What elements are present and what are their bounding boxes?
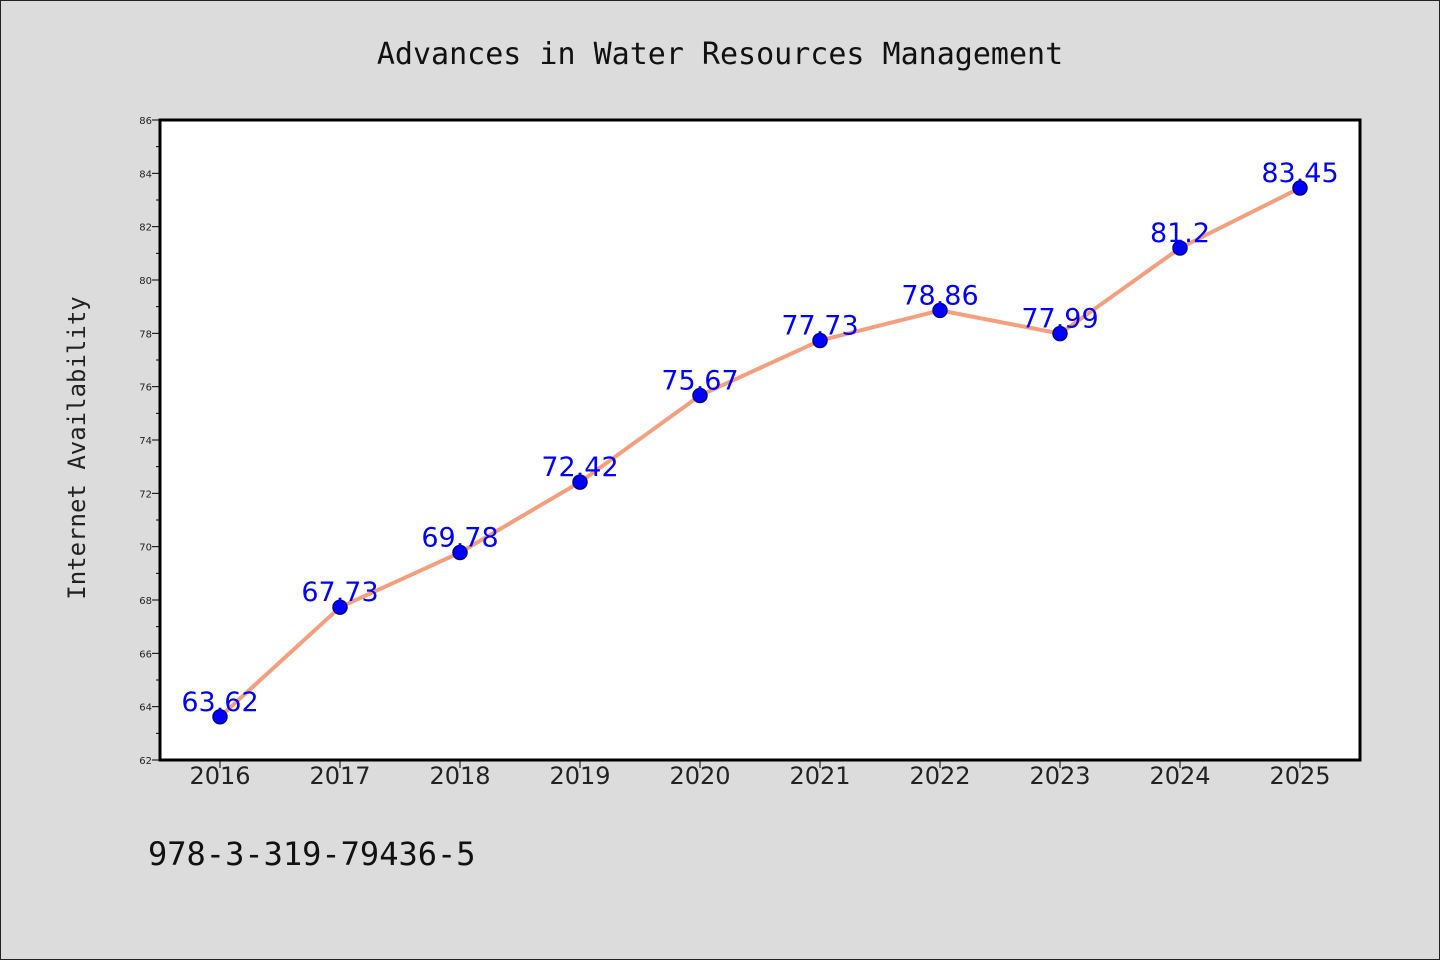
x-tick-label: 2021: [789, 762, 850, 790]
x-tick-label: 2017: [309, 762, 370, 790]
data-value-label: 69.78: [421, 523, 498, 554]
y-tick-label: 78: [139, 329, 152, 340]
y-tick-label: 82: [139, 223, 152, 234]
data-value-label: 77.99: [1021, 304, 1098, 335]
data-value-label: 75.67: [661, 365, 738, 396]
x-axis: 2016 2017 2018 2019 2020 2021 2022 2023 2024 2025: [189, 760, 1331, 790]
series-line: [218, 186, 1302, 719]
x-tick-label: 2025: [1269, 762, 1330, 790]
data-value-label: 77.73: [781, 311, 858, 342]
x-tick-label: 2023: [1029, 762, 1090, 790]
x-tick-label: 2019: [549, 762, 610, 790]
y-tick-label: 68: [139, 596, 152, 607]
data-value-label: 67.73: [301, 577, 378, 608]
x-tick-label: 2018: [429, 762, 490, 790]
data-point-marker: [692, 387, 708, 404]
y-tick-label: 70: [139, 543, 152, 554]
isbn-footer: 978-3-319-79436-5: [148, 835, 476, 873]
data-point-marker: [932, 302, 948, 319]
data-value-label: 63.62: [181, 687, 258, 718]
data-point-marker: [1172, 240, 1188, 256]
data-value-label: 72.42: [541, 452, 618, 483]
y-tick-label: 84: [139, 169, 152, 180]
data-value-label: 78.86: [901, 280, 978, 311]
y-tick-label: 72: [139, 489, 152, 500]
y-tick-label: 66: [139, 649, 152, 660]
y-tick-label: 74: [139, 436, 152, 447]
data-point-marker: [812, 332, 828, 349]
x-tick-label: 2016: [189, 762, 250, 790]
plot-area: [158, 118, 1362, 762]
chart-title: Advances in Water Resources Management: [377, 37, 1063, 72]
data-point-marker: [1292, 180, 1308, 196]
data-value-label: 83.45: [1261, 158, 1338, 189]
y-tick-label: 62: [139, 756, 152, 767]
data-value-label: 81.2: [1150, 218, 1210, 249]
y-tick-label: 76: [139, 383, 152, 394]
data-labels: 63.62 67.73 69.78 72.42 75.67 77.73 78.86 77.99…: [181, 158, 1338, 718]
data-point-marker: [212, 709, 228, 725]
data-point-marker: [1052, 325, 1068, 342]
data-point-marker: [572, 474, 588, 490]
y-tick-label: 86: [139, 116, 152, 127]
y-axis: 62 64 66 68 70 72 74 76 78 80 82 84 86: [139, 116, 160, 767]
y-axis-label: Internet Availability: [63, 296, 91, 599]
data-point-marker: [332, 599, 348, 615]
x-tick-label: 2024: [1149, 762, 1210, 790]
y-tick-label: 80: [139, 276, 152, 287]
x-tick-label: 2022: [909, 762, 970, 790]
data-point-marker: [452, 544, 468, 561]
x-tick-label: 2020: [669, 762, 730, 790]
series-layer: [212, 180, 1308, 725]
y-tick-label: 64: [139, 703, 152, 714]
